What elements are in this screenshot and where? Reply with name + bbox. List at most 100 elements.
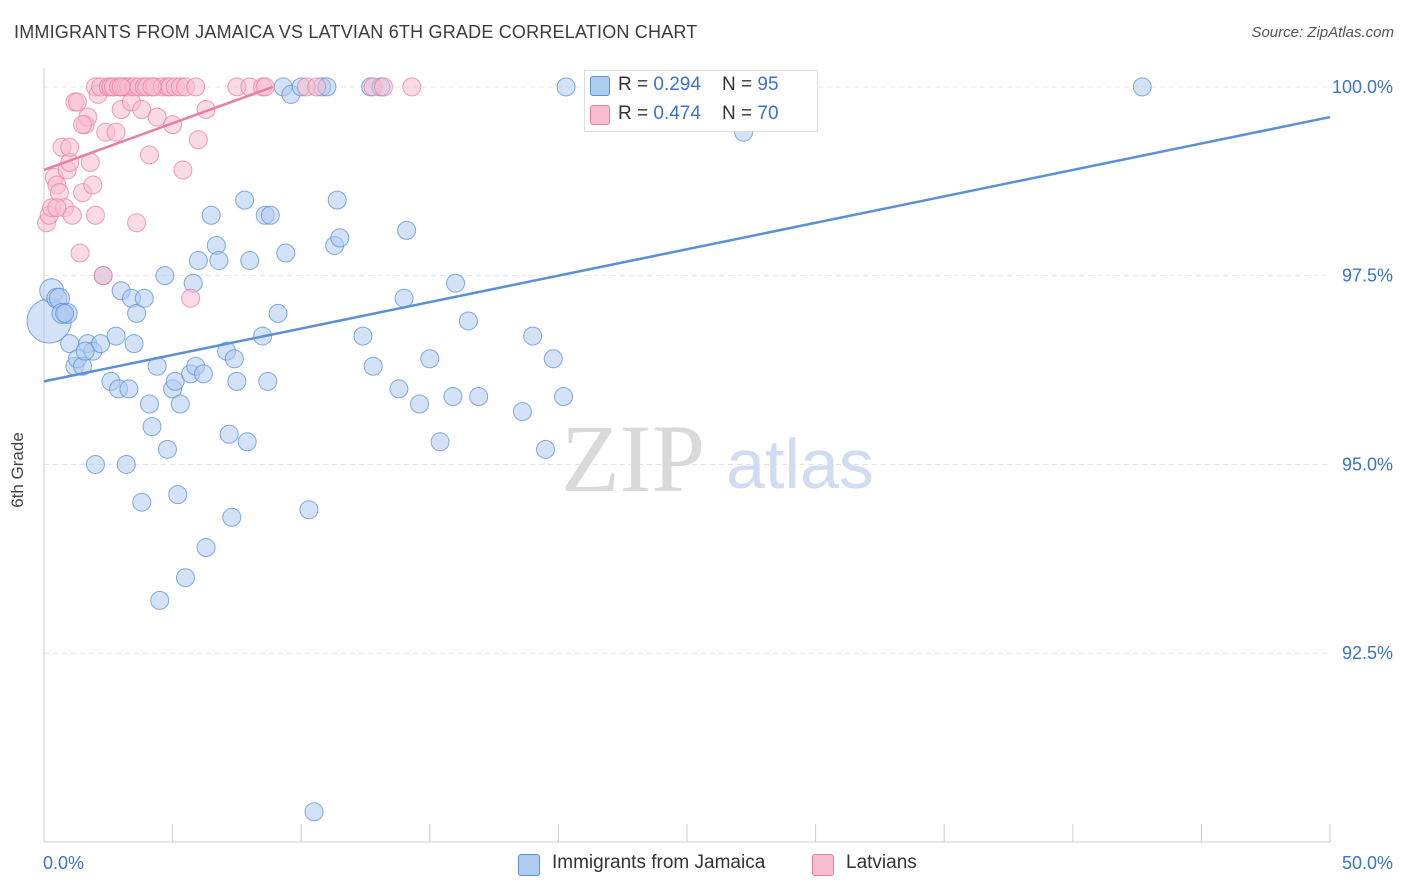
point-jamaica: [512, 402, 532, 422]
watermark: ZIP atlas: [561, 405, 874, 512]
point-jamaica: [469, 386, 489, 406]
x-tick-label: 50.0%: [1342, 853, 1393, 873]
point-jamaica: [155, 266, 175, 286]
point-latvians: [47, 198, 67, 218]
legend-n-label: N =: [722, 74, 758, 95]
point-jamaica: [235, 190, 255, 210]
point-latvians: [307, 77, 327, 97]
point-latvians: [186, 77, 206, 97]
point-jamaica: [389, 379, 409, 399]
point-jamaica: [91, 334, 111, 354]
point-jamaica: [175, 568, 195, 588]
point-jamaica: [85, 454, 105, 474]
point-jamaica: [458, 311, 478, 331]
point-jamaica: [330, 228, 350, 248]
point-jamaica: [116, 454, 136, 474]
series-swatch-jamaica: [518, 854, 540, 876]
legend-row-latvians: R = 0.474 N = 70: [585, 100, 817, 130]
legend-swatch-latvians: [590, 105, 610, 125]
point-jamaica: [410, 394, 430, 414]
point-jamaica: [446, 273, 466, 293]
point-jamaica: [1132, 77, 1152, 97]
legend-n-label: N =: [722, 103, 758, 124]
chart-title: IMMIGRANTS FROM JAMAICA VS LATVIAN 6TH G…: [14, 22, 698, 42]
legend-r-label: R =: [618, 103, 654, 124]
point-jamaica: [258, 371, 278, 391]
trendline-jamaica: [43, 115, 1331, 383]
point-latvians: [402, 77, 422, 97]
point-jamaica: [209, 251, 229, 271]
data-points: [26, 77, 1152, 822]
point-jamaica: [127, 303, 147, 323]
point-jamaica: [397, 220, 417, 240]
point-jamaica: [554, 386, 574, 406]
legend-n-value: 70: [757, 103, 779, 124]
point-latvians: [70, 243, 90, 263]
point-jamaica: [139, 394, 159, 414]
y-tick-label: 92.5%: [1342, 643, 1393, 663]
legend-swatch-jamaica: [590, 76, 610, 96]
point-latvians: [188, 130, 208, 150]
gridlines: [44, 86, 1330, 654]
point-jamaica: [106, 326, 126, 346]
point-jamaica: [201, 205, 221, 225]
watermark-zip: ZIP: [561, 405, 705, 512]
legend-r-label: R =: [618, 74, 654, 95]
point-jamaica: [142, 417, 162, 437]
legend-r-value: 0.294: [653, 74, 701, 95]
point-jamaica: [222, 507, 242, 527]
point-latvians: [173, 160, 193, 180]
point-latvians: [181, 288, 201, 308]
point-jamaica: [168, 485, 188, 505]
point-jamaica: [188, 251, 208, 271]
point-jamaica: [193, 364, 213, 384]
point-latvians: [85, 205, 105, 225]
point-jamaica: [443, 386, 463, 406]
point-latvians: [163, 115, 183, 135]
point-jamaica: [55, 303, 75, 323]
point-latvians: [93, 266, 113, 286]
y-tick-label: 95.0%: [1342, 454, 1393, 474]
point-jamaica: [394, 288, 414, 308]
point-jamaica: [132, 492, 152, 512]
point-jamaica: [237, 432, 257, 452]
point-latvians: [67, 92, 87, 112]
legend-row-jamaica: R = 0.294 N = 95: [585, 71, 817, 101]
point-jamaica: [260, 205, 280, 225]
point-jamaica: [75, 341, 95, 361]
point-jamaica: [119, 379, 139, 399]
legend-r-value: 0.474: [653, 103, 701, 124]
legend-n-value: 95: [757, 74, 779, 95]
stats-legend: R = 0.294 N = 95 R = 0.474 N = 70: [584, 70, 818, 132]
point-jamaica: [150, 590, 170, 610]
point-latvians: [139, 145, 159, 165]
point-jamaica: [276, 243, 296, 263]
trendline-latvians: [43, 85, 274, 172]
y-tick-label: 100.0%: [1332, 77, 1393, 97]
watermark-atlas: atlas: [726, 425, 874, 503]
point-jamaica: [556, 77, 576, 97]
series-label-jamaica: Immigrants from Jamaica: [552, 852, 766, 873]
point-jamaica: [353, 326, 373, 346]
point-jamaica: [304, 802, 324, 822]
point-jamaica: [157, 439, 177, 459]
y-tick-label: 97.5%: [1342, 266, 1393, 286]
point-latvians: [60, 137, 80, 157]
source-label: Source: ZipAtlas.com: [1251, 24, 1394, 41]
point-jamaica: [523, 326, 543, 346]
point-jamaica: [165, 371, 185, 391]
point-jamaica: [124, 334, 144, 354]
axes: [43, 68, 1331, 843]
point-jamaica: [299, 500, 319, 520]
point-jamaica: [196, 538, 216, 558]
series-swatch-latvians: [812, 854, 834, 876]
tick-labels: 92.5% 95.0% 97.5% 100.0% 0.0% 50.0%: [43, 77, 1393, 873]
trend-lines: [43, 85, 1331, 383]
point-latvians: [142, 77, 162, 97]
point-jamaica: [363, 356, 383, 376]
point-jamaica: [420, 349, 440, 369]
point-latvians: [83, 175, 103, 195]
point-jamaica: [240, 251, 260, 271]
point-jamaica: [536, 439, 556, 459]
point-jamaica: [543, 349, 563, 369]
